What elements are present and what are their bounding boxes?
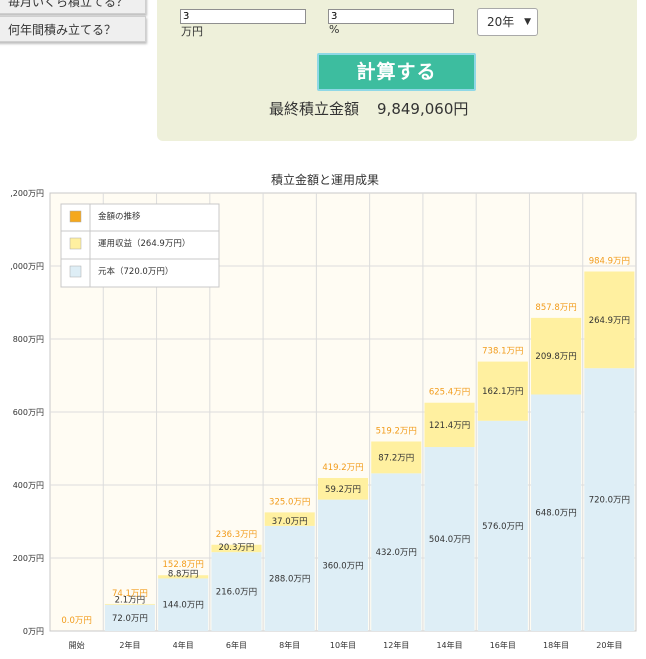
bar-principal (371, 473, 422, 631)
y-tick-label: ,200万円 (10, 189, 44, 198)
bar-principal (584, 368, 635, 631)
y-tick-label: 200万円 (13, 554, 44, 563)
y-tick-label: 0万円 (23, 627, 44, 636)
bar-total-label: 519.2万円 (376, 426, 417, 436)
calculate-button[interactable]: 計算する (317, 53, 476, 91)
rate-input[interactable] (328, 9, 454, 24)
bar-principal-label: 216.0万円 (216, 588, 257, 598)
result-line: 最終積立金額 9,849,060円 (269, 98, 468, 119)
y-tick-label: ,000万円 (10, 262, 44, 271)
chart-legend: 金額の推移 運用収益（264.9万円） 元本（720.0万円） (60, 203, 220, 288)
x-tick-label: 18年目 (543, 640, 569, 650)
bar-gain (584, 271, 635, 369)
bar-principal-label: 504.0万円 (429, 535, 470, 545)
bar-total-label: 152.8万円 (163, 560, 204, 570)
x-tick-label: 20年目 (596, 640, 622, 650)
bar-total-label: 857.8万円 (535, 303, 576, 313)
bar-gain-label: 8.8万円 (168, 569, 199, 579)
monthly-unit-label: 万円 (181, 25, 203, 38)
x-tick-label: 6年目 (226, 640, 247, 650)
x-tick-label: 4年目 (173, 640, 194, 650)
bar-gain (317, 477, 369, 500)
calculator-panel: 万円 % 20年 ▼ 計算する 最終積立金額 9,849,060円 (157, 0, 637, 141)
legend-label-principal: 元本（720.0万円） (98, 266, 173, 277)
bar-principal (424, 447, 475, 631)
bar-total-label: 419.2万円 (322, 463, 363, 473)
y-tick-label: 400万円 (13, 481, 44, 490)
y-tick-label: 800万円 (13, 335, 44, 344)
bar-principal-label: 360.0万円 (322, 561, 363, 571)
bar-total-label: 0.0万円 (61, 616, 92, 626)
x-tick-label: 2年目 (119, 640, 140, 650)
chart-title: 積立金額と運用成果 (271, 172, 379, 187)
bar-gain-label: 121.4万円 (429, 421, 470, 431)
legend-box (60, 203, 220, 288)
chevron-down-icon: ▼ (524, 17, 531, 27)
bar-principal (158, 578, 209, 631)
bar-total-label: 984.9万円 (589, 257, 630, 267)
bar-gain-label: 87.2万円 (378, 453, 414, 463)
bar-gain-label: 37.0万円 (272, 517, 308, 527)
bar-principal-label: 720.0万円 (589, 496, 630, 506)
sidebar-tab-years[interactable]: 何年間積み立てる？ (0, 16, 146, 42)
bar-total-label: 625.4万円 (429, 388, 470, 398)
bar-total-label: 236.3万円 (216, 530, 257, 540)
bar-gain (371, 441, 422, 474)
bar-gain (264, 512, 315, 526)
bar-principal-label: 432.0万円 (376, 548, 417, 558)
bar-principal-label: 144.0万円 (163, 601, 204, 611)
x-tick-label: 12年目 (383, 640, 409, 650)
legend-label-gain: 運用収益（264.9万円） (98, 238, 190, 249)
bar-gain (104, 603, 155, 605)
bar-principal (477, 420, 528, 631)
bar-gain-label: 20.3万円 (218, 543, 254, 553)
bar-gain (424, 402, 475, 448)
bar-total-label: 738.1万円 (482, 347, 523, 357)
bar-gain-label: 264.9万円 (589, 316, 630, 326)
y-tick-label: 600万円 (13, 408, 44, 417)
bar-principal (264, 525, 315, 631)
legend-label-total: 金額の推移 (98, 211, 141, 222)
bar-gain-label: 59.2万円 (325, 485, 361, 495)
legend-swatch-total (69, 210, 82, 223)
bar-total-label: 74.1万円 (112, 589, 148, 599)
sidebar-tab-monthly[interactable]: 毎月いくら積立てる？ (0, 0, 146, 14)
x-tick-label: 16年目 (490, 640, 516, 650)
bar-principal-label: 648.0万円 (535, 509, 576, 519)
bar-gain (531, 317, 582, 395)
monthly-amount-input[interactable] (180, 9, 306, 24)
bar-gain-label: 2.1万円 (115, 596, 146, 606)
x-tick-label: 14年目 (436, 640, 462, 650)
years-select[interactable]: 20年 ▼ (477, 8, 538, 36)
bar-gain-label: 209.8万円 (535, 352, 576, 362)
bar-principal-label: 72.0万円 (112, 614, 148, 624)
legend-swatch-gain (69, 237, 82, 250)
bar-principal-label: 288.0万円 (269, 574, 310, 584)
x-tick-label: 8年目 (279, 640, 300, 650)
result-label: 最終積立金額 (269, 100, 360, 118)
bar-principal (531, 394, 582, 631)
bar-gain (477, 361, 528, 421)
bar-gain-label: 162.1万円 (482, 387, 523, 397)
legend-swatch-principal (69, 265, 82, 278)
bar-principal (211, 552, 262, 631)
bar-principal (104, 604, 155, 631)
bar-total-label: 325.0万円 (269, 497, 310, 507)
rate-unit-label: % (329, 23, 340, 36)
bar-gain (211, 544, 262, 553)
result-value: 9,849,060円 (377, 100, 469, 118)
x-tick-label: 10年目 (330, 640, 356, 650)
years-select-value: 20年 (487, 15, 515, 29)
x-tick-label: 開始 (69, 640, 85, 650)
bar-principal (317, 499, 369, 631)
bar-gain (158, 575, 209, 579)
bar-principal-label: 576.0万円 (482, 522, 523, 532)
